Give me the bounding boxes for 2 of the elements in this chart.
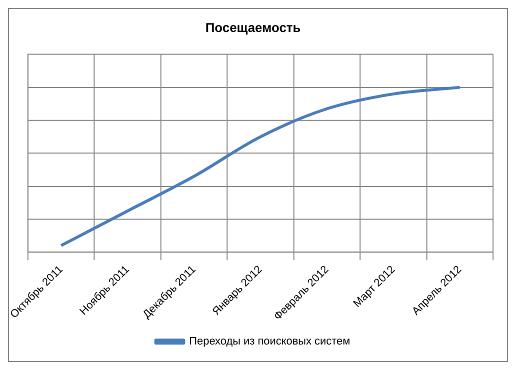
chart-title: Посещаемость — [205, 20, 301, 36]
legend-label: Переходы из поисковых систем — [189, 336, 350, 348]
